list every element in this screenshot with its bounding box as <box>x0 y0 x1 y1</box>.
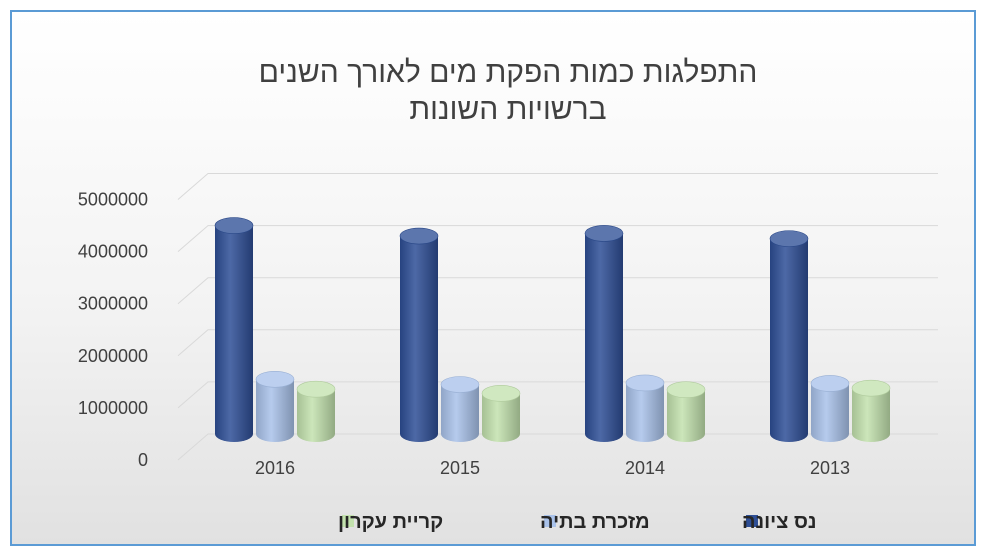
legend-item: קריית עקרון <box>338 511 443 533</box>
bar-top <box>440 376 480 393</box>
legend-label: מזכרת בתיה <box>540 511 650 533</box>
x-tick-label: 2015 <box>440 458 480 478</box>
bar <box>440 376 480 442</box>
bar <box>851 379 891 442</box>
x-tick-label: 2014 <box>625 458 665 478</box>
bar-body <box>667 389 705 442</box>
bar <box>769 230 809 442</box>
legend-item: מזכרת בתיה <box>540 511 650 533</box>
y-tick-label: 4000000 <box>78 242 148 262</box>
bar-top <box>214 217 254 234</box>
bar <box>810 375 850 442</box>
gridline <box>177 277 938 305</box>
y-axis: 0 1000000 2000000 3000000 4000000 5000000 <box>78 190 148 471</box>
y-tick-label: 3000000 <box>78 294 148 314</box>
bar-top <box>851 379 891 397</box>
bar-body <box>585 233 623 442</box>
gridline <box>177 381 938 409</box>
x-tick-label: 2013 <box>810 458 850 478</box>
bar-body <box>626 382 664 442</box>
bar <box>584 225 624 442</box>
bar-top <box>481 385 521 402</box>
bar-body <box>482 393 520 442</box>
legend-swatch <box>746 515 758 527</box>
bar-top <box>296 380 336 398</box>
bar-body <box>441 384 479 442</box>
bar-body <box>852 388 890 442</box>
bars <box>214 217 891 442</box>
legend: נס ציונה מזכרת בתיה קריית עקרון <box>338 511 817 533</box>
y-tick-label: 1000000 <box>78 398 148 418</box>
legend-label: קריית עקרון <box>338 511 443 533</box>
y-tick-label: 0 <box>138 450 148 470</box>
bar-top <box>810 375 850 392</box>
bar <box>481 385 521 442</box>
bar-body <box>811 383 849 442</box>
bar-body <box>215 225 253 442</box>
bar-top <box>625 374 665 392</box>
bar-body <box>256 379 294 442</box>
y-tick-label: 2000000 <box>78 346 148 366</box>
gridline <box>177 225 938 252</box>
x-tick-label: 2016 <box>255 458 295 478</box>
legend-swatch <box>342 515 354 527</box>
bar-body <box>297 389 335 442</box>
bar <box>399 227 439 442</box>
chart-title-line-1: התפלגות כמות הפקת מים לאורך השנים <box>259 56 758 89</box>
bar <box>625 374 665 442</box>
bar <box>255 370 295 442</box>
legend-item: נס ציונה <box>742 511 817 533</box>
gridline <box>177 329 938 357</box>
bar <box>214 217 254 442</box>
x-axis: 2016 2015 2014 2013 <box>255 458 850 478</box>
legend-label: נס ציונה <box>742 511 817 533</box>
legend-swatch <box>544 515 556 527</box>
bar-top <box>584 225 624 242</box>
bar-body <box>770 238 808 442</box>
gridline <box>177 173 938 200</box>
bar-top <box>399 227 439 245</box>
bar <box>296 380 336 442</box>
y-tick-label: 5000000 <box>78 190 148 210</box>
chart-title-line-2: ברשויות השונות <box>409 93 606 126</box>
bar <box>666 381 706 442</box>
bar-top <box>255 370 295 388</box>
bar-top <box>666 381 706 399</box>
bar-body <box>400 236 438 442</box>
bar-top <box>769 230 809 247</box>
